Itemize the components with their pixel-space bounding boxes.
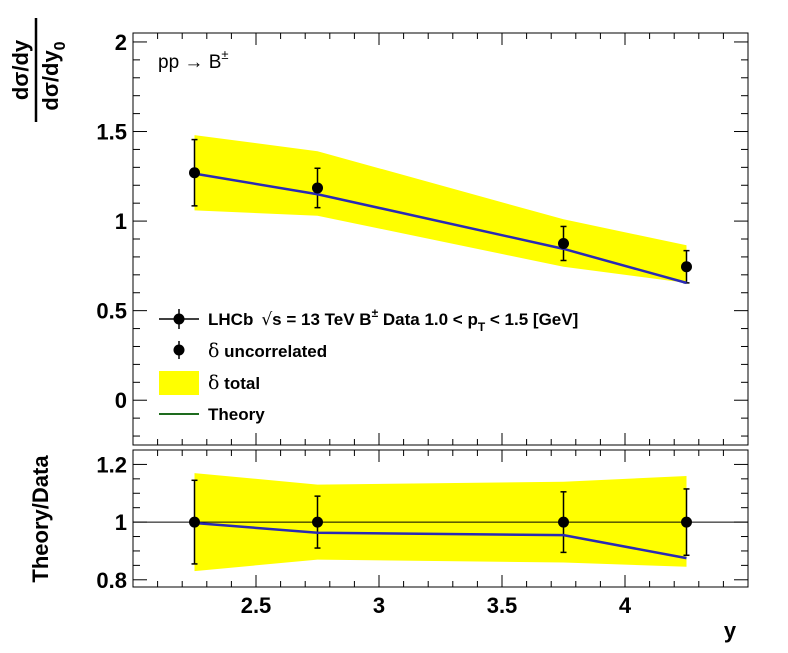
legend-total-swatch: [159, 371, 199, 395]
main-data-points: [189, 167, 692, 273]
ratio-theory-line: [194, 521, 687, 560]
legend-data-marker: [173, 313, 185, 325]
ratio-panel: 0.8 1 1.2 2.5 3 3.5 4 Theory/Data y: [28, 449, 749, 643]
main-data-point: [681, 261, 692, 273]
x-tick-label: 3.5: [487, 593, 518, 618]
main-y-tick-label: 1.5: [96, 120, 127, 145]
x-tick-label: 3: [373, 593, 385, 618]
ratio-error-bars: [191, 479, 690, 565]
main-theory-line: [194, 172, 687, 285]
main-y-tick-label: 1: [115, 209, 127, 234]
x-tick-labels: 2.5 3 3.5 4: [241, 593, 632, 618]
ratio-ticks: [132, 449, 749, 587]
legend: LHCb √s = 13 TeV B± Data 1.0 < pT < 1.5 […: [159, 306, 578, 424]
main-y-axis-title: dσ/dy dσ/dy0: [8, 18, 69, 122]
ratio-y-tick-labels: 0.8 1 1.2: [96, 452, 127, 592]
legend-unc-label: δ uncorrelated: [208, 340, 327, 362]
legend-entry-theory: Theory: [159, 405, 265, 424]
main-data-point: [312, 182, 323, 194]
main-y-tick-label: 0.5: [96, 299, 127, 324]
ratio-y-axis-title: Theory/Data: [28, 455, 53, 583]
ratio-data-point: [189, 516, 200, 528]
legend-unc-marker: [173, 344, 185, 356]
legend-entry-data: LHCb √s = 13 TeV B± Data 1.0 < pT < 1.5 […: [159, 306, 578, 334]
ratio-y-tick-label: 0.8: [96, 568, 127, 593]
ratio-theory-polyline: [194, 521, 687, 560]
ratio-data-point: [312, 516, 323, 528]
legend-theory-label: Theory: [208, 405, 265, 424]
legend-entry-total: δ total: [159, 371, 260, 395]
y-title-denominator: dσ/dy0: [38, 41, 69, 110]
main-total-band: [194, 135, 687, 283]
ratio-data-point: [681, 516, 692, 528]
main-data-point: [189, 167, 200, 179]
main-y-tick-label: 2: [115, 30, 127, 55]
main-ticks: [132, 33, 749, 445]
ratio-frame: [132, 449, 749, 588]
y-title-numerator: dσ/dy: [8, 39, 33, 100]
main-theory-polyline: [194, 172, 687, 285]
main-y-tick-labels: 0 0.5 1 1.5 2: [96, 30, 127, 413]
process-annotation: pp → B±: [158, 47, 229, 73]
x-axis-title: y: [724, 618, 737, 643]
main-panel: 0 0.5 1 1.5 2 pp → B± dσ/dy dσ/dy0 LHCb √s = …: [8, 18, 749, 446]
main-band-area: [194, 135, 687, 283]
x-tick-label: 2.5: [241, 593, 272, 618]
legend-entry-uncorrelated: δ uncorrelated: [173, 340, 327, 362]
main-data-point: [558, 237, 569, 249]
x-tick-label: 4: [619, 593, 632, 618]
main-y-tick-label: 0: [115, 388, 127, 413]
ratio-y-tick-label: 1: [115, 510, 127, 535]
ratio-y-tick-label: 1.2: [96, 452, 127, 477]
ratio-data-points: [189, 516, 692, 528]
ratio-data-point: [558, 516, 569, 528]
legend-total-label: δ total: [208, 372, 260, 394]
legend-data-label: LHCb √s = 13 TeV B± Data 1.0 < pT < 1.5 […: [208, 306, 578, 334]
